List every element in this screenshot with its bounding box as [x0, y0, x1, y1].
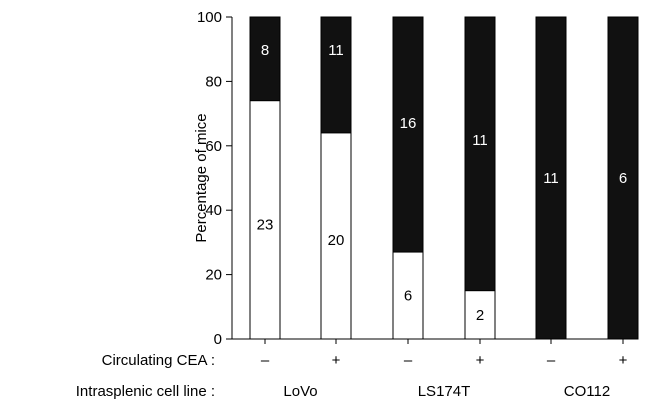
cea-status-label: – — [404, 352, 413, 369]
y-tick-label: 20 — [205, 267, 222, 284]
bar-segment-upper — [249, 16, 281, 102]
bar-label-upper: 16 — [400, 115, 417, 132]
bar-segment-upper — [392, 16, 424, 253]
bar-segment-lower — [464, 290, 496, 340]
bar-label-upper: 11 — [328, 42, 344, 59]
bar-segment-lower — [320, 132, 352, 340]
bar-segment-upper — [464, 16, 496, 292]
cell-line-row-label: Intrasplenic cell line : — [76, 383, 215, 400]
cea-status-label: – — [261, 352, 270, 369]
cea-status-label: – — [547, 352, 556, 369]
cell-line-group-label: LS174T — [418, 383, 471, 400]
cell-line-group-label: LoVo — [283, 383, 317, 400]
y-axis: 0 20 40 60 80 100 — [197, 9, 233, 348]
bar-label-lower: 23 — [257, 217, 274, 234]
y-tick-label: 40 — [205, 202, 222, 219]
bar-label-upper: 6 — [619, 170, 627, 187]
bar-series — [249, 16, 639, 340]
y-tick-label: 80 — [205, 73, 222, 90]
bar-label-upper: 11 — [543, 170, 559, 187]
y-tick-label: 60 — [205, 138, 222, 155]
bar-label-lower: 20 — [328, 232, 345, 249]
y-tick-label: 100 — [197, 9, 222, 26]
cell-line-group-label: CO112 — [564, 383, 610, 400]
bar-label-lower: 6 — [404, 288, 412, 305]
bar-data-labels: 8 23 11 20 16 6 11 2 11 6 — [257, 42, 628, 324]
circulating-cea-row-label: Circulating CEA : — [102, 352, 215, 369]
bar-label-lower: 2 — [476, 307, 484, 324]
bar-segment-lower — [392, 251, 424, 340]
bar-segment-upper — [535, 16, 567, 340]
bar-label-upper: 11 — [472, 132, 488, 149]
bar-label-upper: 8 — [261, 42, 269, 59]
cea-status-label: + — [619, 352, 628, 369]
cea-status-label: + — [476, 352, 485, 369]
bar-segment-lower — [249, 100, 281, 340]
y-tick-label: 0 — [214, 331, 222, 348]
bar-segment-upper — [320, 16, 352, 134]
y-axis-label: Percentage of mice — [193, 113, 210, 242]
x-axis-rows: Circulating CEA : Intrasplenic cell line … — [76, 338, 636, 400]
cea-status-label: + — [332, 352, 341, 369]
